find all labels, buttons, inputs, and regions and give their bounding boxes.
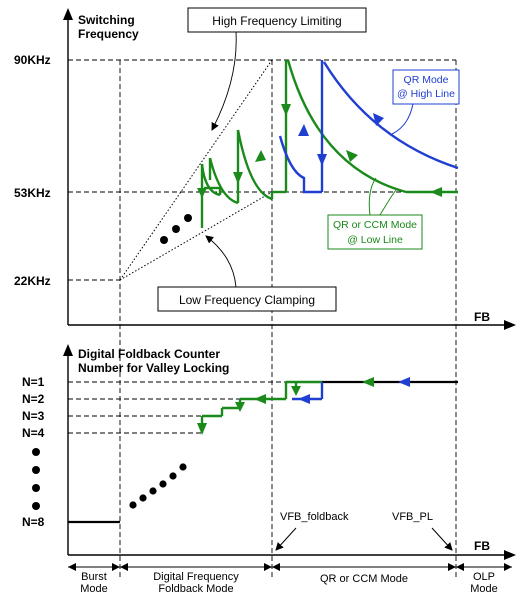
vfb-pl-label: VFB_PL [392,511,433,523]
green-arrow [233,172,243,184]
foldback-dot [179,463,187,471]
top-x-axis-label: FB [474,310,490,324]
freq-label-53k: 53KHz [14,186,51,200]
green-arrow [362,377,374,387]
bottom-y-axis-title-line2: Number for Valley Locking [78,361,229,375]
green-arrow [281,104,291,116]
top-chart: Switching Frequency FB 90KHz 53KHz 22KHz… [14,7,516,580]
n3-label: N=3 [22,409,45,423]
qr-ccm-low-line-label-1: QR or CCM Mode [333,219,417,231]
n4-label: N=4 [22,426,45,440]
low-clamping-callout-arrow [205,235,237,288]
green-arrow [255,150,266,162]
qr-ccm-mode-label: QR or CCM Mode [320,573,408,585]
qr-ccm-pointer-b [379,189,397,216]
qr-ccm-pointer-a [368,177,377,216]
low-clamp-envelope [119,191,273,281]
qr-high-line-box [392,69,460,105]
bottom-y-axis-arrow [63,344,73,356]
high-frequency-limiting-box [187,7,367,33]
qr-ccm-low-line-box [327,214,423,250]
y-axis-title-line1: Switching [78,13,135,27]
n8-label: N=8 [22,515,45,529]
mode-bar: Burst Mode Digital Frequency Foldback Mo… [68,563,512,595]
qr-high-line-label-2: @ High Line [397,88,455,100]
olp-mode-label-2: Mode [470,583,498,595]
blue-arrow [373,113,384,126]
green-arrow [346,150,358,162]
n1-label: N=1 [22,375,45,389]
green-arrow [254,394,266,404]
blue-arrow [298,394,310,404]
green-arrow [197,188,207,198]
qr-high-line-label-1: QR Mode [404,74,449,86]
olp-mode-label-1: OLP [473,571,495,583]
foldback-dot [129,501,137,509]
foldback-dot [169,472,177,480]
high-frequency-limiting-label: High Frequency Limiting [212,14,341,28]
vfb-foldback-arrow [275,527,297,551]
burst-mode-label-1: Burst [81,571,107,583]
bottom-chart: Digital Foldback Counter Number for Vall… [22,344,516,560]
high-limiting-callout-arrow [211,31,237,131]
n2-label: N=2 [22,392,45,406]
top-y-axis-arrow [63,8,73,20]
y-axis-title-line2: Frequency [78,27,139,41]
low-frequency-clamping-box [157,286,337,312]
qr-ccm-low-line-label-2: @ Low Line [347,234,403,246]
n-gap-dot [32,466,40,474]
freq-label-90k: 90KHz [14,53,51,67]
blue-arrow [398,377,410,387]
vfb-foldback-label: VFB_foldback [280,511,349,523]
blue-arrow [317,154,327,166]
blue-arrow [298,124,309,136]
top-x-axis-arrow [504,320,516,330]
foldback-dot [159,480,167,488]
foldback-dot [149,487,157,495]
freq-label-22k: 22KHz [14,274,51,288]
green-staircase [200,380,322,433]
bottom-x-axis-arrow [504,550,516,560]
high-limit-envelope [119,59,273,281]
foldback-dot [172,225,180,233]
n-gap-dot [32,448,40,456]
foldback-dot [139,494,147,502]
blue-high-line-trace [278,60,459,194]
foldback-dot [160,236,168,244]
foldback-dot [184,214,192,222]
n-gap-dot [32,484,40,492]
bottom-x-axis-label: FB [474,539,490,553]
green-arrow [291,386,301,396]
digital-mode-label-2: Foldback Mode [158,583,233,595]
n-gap-dot [32,502,40,510]
bottom-y-axis-title-line1: Digital Foldback Counter [78,347,220,361]
qr-high-line-pointer [391,103,414,135]
green-arrow [197,423,207,435]
green-arrow [235,402,245,412]
burst-mode-label-2: Mode [80,583,108,595]
digital-mode-label-1: Digital Frequency [153,571,239,583]
green-arrow [430,187,442,197]
low-frequency-clamping-label: Low Frequency Clamping [179,293,315,307]
vfb-pl-arrow [431,527,453,551]
